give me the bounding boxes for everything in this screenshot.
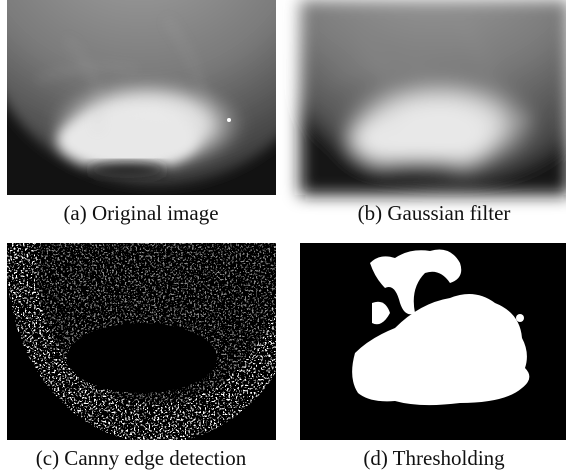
image xyxy=(7,243,276,440)
panel-b: (b) Gaussian filter xyxy=(275,0,566,225)
panel-a: (a) Original image xyxy=(0,0,332,225)
caption: (b) Gaussian filter xyxy=(358,201,511,225)
panel-c: (c) Canny edge detection xyxy=(7,243,276,470)
caption: (c) Canny edge detection xyxy=(36,446,247,470)
panel-d: (d) Thresholding xyxy=(300,243,566,470)
image xyxy=(275,0,566,195)
figure: (a) Original image (b) Gaussian filter (… xyxy=(0,0,566,472)
caption: (a) Original image xyxy=(63,201,218,225)
image xyxy=(0,0,332,195)
caption: (d) Thresholding xyxy=(363,446,505,470)
page: (a) Original image (b) Gaussian filter (… xyxy=(0,0,566,472)
image xyxy=(300,243,566,440)
